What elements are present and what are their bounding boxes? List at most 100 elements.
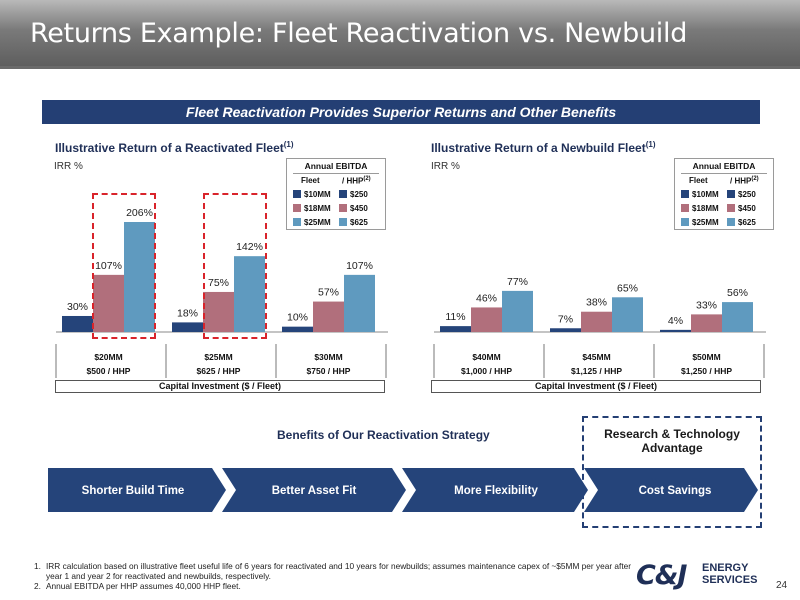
legend-swatch <box>293 204 301 212</box>
bar <box>440 326 471 332</box>
legend-hhp-header: / HHP(2) <box>730 176 759 186</box>
bar-data-label: 33% <box>696 299 717 311</box>
legend-swatch <box>339 218 347 226</box>
bar-data-label: 30% <box>67 301 88 313</box>
footnotes: 1. IRR calculation based on illustrative … <box>34 561 634 591</box>
category-label-per-hhp: $750 / HHP <box>307 366 351 376</box>
irr-bar-charts: 30% 107% 206% $20MM $500 / HHP 18% 75% 142% $25M… <box>55 207 766 378</box>
highlight-box-20mm <box>92 193 156 339</box>
bar <box>313 301 344 332</box>
bar <box>581 311 612 332</box>
legend-rule <box>293 173 379 174</box>
legend-swatch <box>681 190 689 198</box>
arrow-more-flexibility <box>402 468 588 512</box>
bar <box>124 222 155 332</box>
legend-swatch <box>681 218 689 226</box>
bar <box>502 290 533 332</box>
category-label-investment: $45MM <box>582 352 610 362</box>
slide-title: Returns Example: Fleet Reactivation vs. … <box>30 18 688 49</box>
newbuild-chart-title: Illustrative Return of a Newbuild Fleet(… <box>431 140 656 155</box>
legend-hhp-625: $625 <box>727 217 756 227</box>
bar <box>344 274 375 332</box>
newbuild-legend: Annual EBITDA Fleet / HHP(2) $10MM $250 … <box>674 158 774 230</box>
legend-swatch <box>339 190 347 198</box>
bar <box>471 307 502 332</box>
highlight-box-25mm <box>203 193 267 339</box>
legend-title: Annual EBITDA <box>692 161 756 171</box>
newbuild-x-axis-label: Capital Investment ($ / Fleet) <box>431 380 761 393</box>
bar-data-label: 10% <box>287 312 308 324</box>
legend-swatch <box>339 204 347 212</box>
legend-fleet-18: $18MM <box>681 203 719 213</box>
category-label-per-hhp: $625 / HHP <box>197 366 241 376</box>
footnote-2: 2. Annual EBITDA per HHP assumes 40,000 H… <box>34 581 241 591</box>
category-label-investment: $20MM <box>94 352 122 362</box>
company-logo: C&J ENERGY SERVICES <box>636 560 768 592</box>
bar-data-label: 206% <box>126 207 153 219</box>
bar-data-label: 11% <box>445 311 465 323</box>
category-label-investment: $30MM <box>314 352 342 362</box>
reactivated-y-label: IRR % <box>54 161 83 172</box>
legend-hhp-250: $250 <box>727 189 756 199</box>
bar-data-label: 46% <box>476 292 497 304</box>
legend-fleet-header: Fleet <box>689 176 708 185</box>
benefit-more-flexibility: More Flexibility <box>454 485 538 497</box>
category-label-per-hhp: $1,000 / HHP <box>461 366 512 376</box>
bar <box>722 302 753 332</box>
bar-data-label: 4% <box>668 315 683 327</box>
newbuild-y-label: IRR % <box>431 161 460 172</box>
benefit-shorter-build-time: Shorter Build Time <box>82 485 185 497</box>
bar-data-label: 107% <box>95 260 122 272</box>
reactivated-legend: Annual EBITDA Fleet / HHP(2) $10MM $250 … <box>286 158 386 230</box>
footnote-1: 1. IRR calculation based on illustrative … <box>34 561 632 581</box>
legend-hhp-625: $625 <box>339 217 368 227</box>
benefits-title: Benefits of Our Reactivation Strategy <box>277 428 490 442</box>
legend-swatch <box>727 204 735 212</box>
bar <box>691 314 722 332</box>
title-bar <box>0 0 800 66</box>
legend-title: Annual EBITDA <box>304 161 368 171</box>
bar <box>660 329 691 332</box>
category-label-per-hhp: $1,250 / HHP <box>681 366 732 376</box>
bar-data-label: 56% <box>727 287 748 299</box>
bar-data-label: 107% <box>346 260 373 272</box>
bar-data-label: 77% <box>507 276 528 288</box>
logo-mark: C&J <box>636 560 687 591</box>
bar <box>282 326 313 332</box>
arrow-shorter-build-time <box>48 468 226 512</box>
title-rule <box>0 66 800 69</box>
logo-line-1: ENERGY <box>702 562 749 574</box>
legend-fleet-25: $25MM <box>681 217 719 227</box>
bar <box>93 274 124 332</box>
legend-hhp-450: $450 <box>339 203 368 213</box>
bar <box>62 315 93 332</box>
legend-fleet-10: $10MM <box>681 189 719 199</box>
benefit-better-asset-fit: Better Asset Fit <box>272 485 357 497</box>
research-technology-box <box>582 416 762 528</box>
legend-fleet-header: Fleet <box>301 176 320 185</box>
category-label-investment: $40MM <box>472 352 500 362</box>
bar <box>550 328 581 332</box>
bar-data-label: 65% <box>617 282 638 294</box>
arrow-better-asset-fit <box>222 468 406 512</box>
bar <box>612 297 643 332</box>
category-label-investment: $50MM <box>692 352 720 362</box>
arrow-cost-savings <box>584 468 758 512</box>
bar <box>203 291 234 332</box>
bar-data-label: 75% <box>208 277 229 289</box>
legend-fleet-18: $18MM <box>293 203 331 213</box>
legend-hhp-header: / HHP(2) <box>342 176 371 186</box>
bar <box>234 256 265 332</box>
legend-swatch <box>293 190 301 198</box>
reactivated-chart-title: Illustrative Return of a Reactivated Fle… <box>55 140 294 155</box>
category-label-investment: $25MM <box>204 352 232 362</box>
reactivated-x-axis-label: Capital Investment ($ / Fleet) <box>55 380 385 393</box>
bar-data-label: 142% <box>236 241 263 253</box>
page-number: 24 <box>776 580 788 591</box>
headline-banner: Fleet Reactivation Provides Superior Ret… <box>42 100 760 124</box>
legend-fleet-10: $10MM <box>293 189 331 199</box>
legend-swatch <box>727 190 735 198</box>
bar-data-label: 7% <box>558 313 573 325</box>
category-label-per-hhp: $1,125 / HHP <box>571 366 622 376</box>
